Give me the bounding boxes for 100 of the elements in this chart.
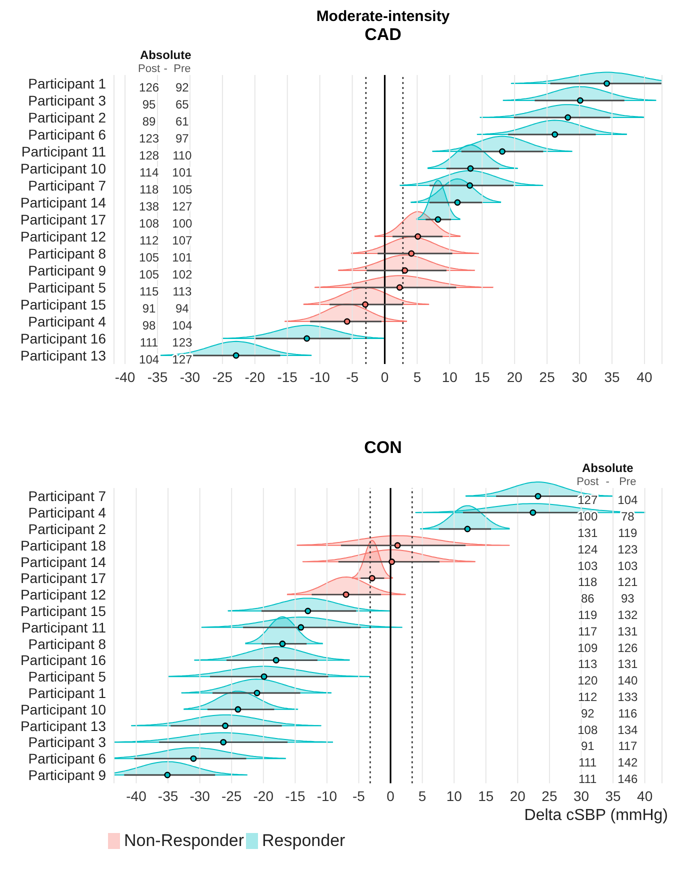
chart-title: CON — [363, 438, 403, 458]
annotation: 138 — [139, 200, 160, 214]
y-tick-label: Participant 12 — [20, 586, 106, 603]
x-tick-label: -40 — [114, 368, 136, 385]
annotation: 104 — [618, 493, 638, 508]
chart-subtitle: CAD — [364, 25, 402, 45]
annotation: 95 — [142, 98, 156, 112]
point — [254, 690, 260, 696]
annotation: 111 — [140, 336, 159, 350]
y-tick-label: Participant 11 — [22, 619, 106, 636]
annotation: 101 — [172, 166, 193, 180]
x-tick-label: 30 — [572, 368, 588, 385]
x-tick-label: -15 — [285, 788, 306, 804]
point — [272, 656, 280, 664]
point — [164, 772, 171, 778]
annotation: 92 — [580, 706, 595, 720]
y-tick-label: Participant 12 — [20, 228, 106, 244]
text: Absolute — [582, 461, 634, 475]
annotation: 101 — [172, 250, 193, 264]
annotation: 128 — [139, 148, 160, 162]
annotation: 78 — [620, 510, 635, 524]
point — [499, 148, 506, 155]
y-tick-label: Participant 17 — [20, 211, 106, 228]
point — [466, 182, 474, 189]
annotation: 123 — [172, 336, 193, 350]
y-tick-label: Participant 18 — [20, 537, 106, 554]
point — [434, 216, 442, 223]
point — [234, 706, 242, 713]
x-tick-label: -35 — [158, 788, 178, 804]
annotation: 110 — [172, 148, 192, 162]
annotation: 112 — [139, 234, 159, 248]
annotation: 116 — [618, 706, 638, 720]
x-axis-title: Delta cSBP (mmHg) — [523, 807, 668, 826]
annotation: 120 — [578, 674, 598, 688]
annotation: 119 — [578, 608, 598, 622]
point — [190, 755, 197, 762]
annotation: 123 — [618, 542, 638, 556]
annotation: 92 — [175, 80, 190, 94]
annotation: 98 — [142, 318, 156, 332]
annotation: 100 — [578, 510, 598, 524]
x-tick-label: -20 — [244, 368, 266, 385]
x-tick-label: 15 — [474, 368, 490, 385]
legend-label: Responder — [262, 831, 346, 852]
point — [467, 165, 474, 172]
annotation: 105 — [139, 268, 160, 282]
point — [279, 640, 286, 648]
x-tick-label: 5 — [413, 368, 422, 385]
annotation: 111 — [578, 756, 598, 770]
y-tick-label: Participant 15 — [20, 602, 106, 619]
y-tick-label: Participant 2 — [28, 109, 106, 126]
x-tick-label: 40 — [636, 368, 652, 385]
point — [402, 267, 408, 274]
x-tick-label: 0 — [380, 368, 389, 385]
y-tick-label: Participant 3 — [28, 92, 106, 108]
point — [342, 591, 350, 598]
point — [388, 558, 396, 566]
x-tick-label: 20 — [506, 368, 523, 385]
point — [222, 722, 229, 730]
annotation: 142 — [618, 756, 638, 770]
annotation: 119 — [618, 526, 638, 540]
annotation: 113 — [578, 657, 598, 672]
point — [408, 250, 415, 257]
annotation: 121 — [618, 575, 638, 590]
annotation: 91 — [580, 739, 595, 754]
annotation: 105 — [139, 250, 160, 264]
y-tick-label: Participant 14 — [20, 194, 106, 210]
y-tick-label: Participant 1 — [28, 75, 106, 92]
annotation: 126 — [618, 640, 638, 655]
y-tick-label: Participant 16 — [20, 330, 106, 346]
y-tick-label: Participant 10 — [20, 160, 106, 176]
annotation: 89 — [142, 114, 156, 128]
y-tick-label: Participant 17 — [20, 570, 106, 586]
annotation: 102 — [172, 268, 193, 282]
annotation: 91 — [142, 302, 156, 316]
y-tick-label: Participant 4 — [28, 504, 106, 521]
x-tick-label: -30 — [180, 368, 200, 385]
point — [344, 318, 350, 325]
y-tick-label: Participant 4 — [28, 313, 106, 330]
x-tick-label: 30 — [573, 788, 590, 804]
point — [552, 131, 558, 138]
point — [530, 509, 536, 516]
annotation: 114 — [139, 166, 159, 180]
annotation: 115 — [139, 284, 159, 298]
x-tick-label: -5 — [352, 788, 366, 804]
point — [304, 335, 310, 342]
x-tick-label: -10 — [316, 788, 338, 804]
annotation: 104 — [139, 352, 160, 366]
x-tick-label: 0 — [386, 788, 395, 804]
point — [304, 608, 312, 614]
x-tick-label: -25 — [222, 788, 242, 804]
annotation: 103 — [578, 558, 598, 573]
point — [232, 352, 240, 359]
y-tick-label: Participant 11 — [21, 143, 106, 160]
x-tick-label: 5 — [418, 788, 426, 804]
x-tick-label: 25 — [542, 788, 558, 804]
point — [464, 526, 471, 532]
annotation: 133 — [618, 690, 638, 704]
x-tick-label: -15 — [277, 368, 298, 385]
annotation: 146 — [618, 772, 638, 786]
point — [604, 80, 610, 87]
